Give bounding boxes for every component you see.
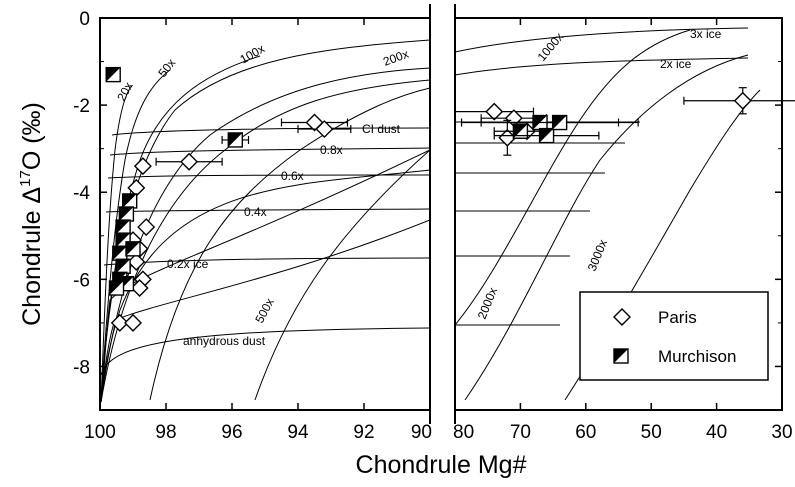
label-2x-ice: 2x ice — [660, 57, 692, 71]
line-08 — [109, 147, 430, 156]
label-20x: 20x — [114, 80, 135, 104]
line-06 — [107, 174, 430, 179]
murchison-point-14-fill — [539, 128, 554, 143]
curve-top2 — [100, 67, 430, 403]
paris-point-0 — [305, 113, 324, 132]
paris-point-2 — [180, 152, 199, 171]
axes: 0 -2 -4 -6 -8 100 98 96 94 92 90 80 70 60 50 40 30 Chondr… — [17, 4, 793, 479]
murchison-point-7-fill — [116, 259, 131, 274]
murchison-point-9-fill — [119, 276, 134, 291]
legend-box — [579, 291, 769, 381]
label-ci-dust: CI dust — [362, 122, 401, 136]
xtick-label: 30 — [771, 422, 792, 443]
xtick-label: 70 — [510, 422, 531, 443]
xtick-label: 50 — [641, 422, 662, 443]
murchison-point-0-fill — [106, 67, 121, 82]
label-1000x: 1000x — [535, 30, 567, 64]
line-ci — [111, 127, 430, 136]
ytick-label: 0 — [79, 9, 90, 30]
line-02 — [103, 257, 430, 266]
label-100x: 100x — [238, 41, 268, 66]
label-3000x: 3000x — [585, 238, 610, 274]
y-axis-title-sup: 17 — [17, 170, 34, 187]
curve-500x-long — [254, 149, 430, 401]
label-06x: 0.6x — [281, 169, 304, 183]
murchison-point-15-fill — [552, 115, 567, 130]
murchison-point-11-fill — [126, 241, 140, 256]
murchison-point-12-fill — [513, 124, 528, 139]
murchison-point-3-fill — [119, 207, 134, 221]
y-axis-title-tail: O (‰) — [18, 102, 46, 170]
label-50x: 50x — [155, 56, 178, 80]
y-axis-title-main: Chondrule Δ — [18, 187, 46, 326]
break-gap-bottom — [431, 407, 454, 413]
ytick-label: -4 — [73, 183, 90, 204]
murchison-point-13-fill — [533, 115, 548, 130]
label-04x: 0.4x — [244, 205, 267, 219]
legend-paris-icon — [613, 308, 631, 326]
label-3x-ice: 3x ice — [690, 27, 722, 41]
xtick-label: 100 — [84, 422, 116, 443]
label-08x: 0.8x — [320, 143, 343, 157]
curve-500x — [100, 169, 430, 403]
ytick-label: -2 — [73, 96, 90, 117]
paris-point-1 — [315, 120, 334, 139]
series-murchison — [105, 66, 639, 296]
line-anhydrous — [100, 327, 430, 376]
curve-r2 — [455, 57, 749, 76]
panel-frame-1 — [454, 17, 783, 411]
panel-frame-0 — [99, 17, 431, 411]
paris-point-11 — [110, 313, 129, 332]
label-200x: 200x — [381, 47, 410, 69]
xtick-label: 94 — [287, 422, 309, 443]
murchison-point-10-fill — [109, 281, 124, 296]
label-02x-ice: 0.2x ice — [167, 257, 209, 271]
line-04 — [105, 208, 430, 213]
curve-1000x — [455, 29, 691, 326]
label-2000x: 2000x — [475, 286, 500, 322]
ytick-label: -6 — [73, 270, 90, 291]
legend-murchison-icon-fill — [614, 349, 628, 363]
xtick-label: 60 — [575, 422, 596, 443]
x-axis-title: Chondrule Mg# — [356, 451, 527, 479]
murchison-point-6-fill — [112, 246, 127, 261]
curve-top3 — [100, 79, 430, 403]
curve-20x — [100, 85, 133, 403]
curve-50x — [100, 69, 171, 403]
xtick-label: 40 — [706, 422, 727, 443]
break-gap-top — [431, 15, 454, 21]
paris-point-7 — [127, 252, 146, 271]
y-axis-title: Chondrule Δ17O (‰) — [17, 102, 46, 326]
legend-murchison-label: Murchison — [658, 347, 736, 366]
paris-point-3 — [133, 157, 152, 176]
murchison-point-1-fill — [228, 132, 243, 147]
left-curves — [100, 39, 430, 403]
paris-point-9 — [130, 279, 149, 298]
curve-200x — [100, 39, 430, 403]
ytick-label: -8 — [73, 357, 90, 378]
legend-paris-label: Paris — [658, 308, 697, 327]
paris-point-12 — [124, 313, 142, 332]
data-points — [105, 66, 795, 332]
label-500x: 500x — [252, 296, 277, 326]
xtick-label: 90 — [411, 422, 432, 443]
xtick-label: 80 — [453, 422, 474, 443]
curve-2000x — [464, 54, 749, 401]
xtick-label: 96 — [221, 422, 242, 443]
murchison-point-5-fill — [116, 233, 131, 248]
murchison-point-2-fill — [122, 193, 137, 208]
xtick-label: 92 — [353, 422, 374, 443]
paris-point-13 — [485, 102, 504, 121]
paris-point-5 — [137, 218, 156, 237]
curve-r1 — [455, 27, 749, 53]
murchison-point-4-fill — [116, 220, 131, 235]
legend: Paris Murchison — [579, 291, 769, 381]
curve-mid — [149, 87, 430, 401]
paris-point-17 — [733, 91, 752, 110]
xtick-label: 98 — [155, 422, 176, 443]
label-anhydrous-dust: anhydrous dust — [183, 334, 266, 348]
